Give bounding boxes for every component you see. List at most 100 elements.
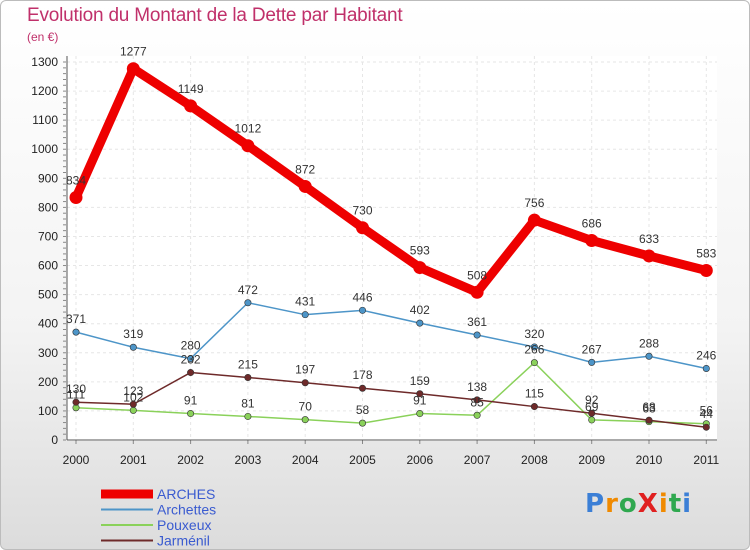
logo-letter: o xyxy=(618,489,638,519)
data-label: 138 xyxy=(467,380,487,394)
y-tick-label: 800 xyxy=(38,200,58,214)
y-tick-label: 200 xyxy=(38,375,58,389)
data-point-arches xyxy=(413,261,427,275)
data-label: 288 xyxy=(639,336,659,350)
data-point-arches xyxy=(298,179,312,193)
x-tick-label: 2001 xyxy=(120,453,147,467)
data-point-arches xyxy=(585,234,599,248)
data-point-pouxeux xyxy=(358,419,366,427)
data-label: 56 xyxy=(700,404,714,418)
data-label: 91 xyxy=(184,394,198,408)
y-tick-label: 900 xyxy=(38,171,58,185)
data-label: 361 xyxy=(467,315,487,329)
y-tick-label: 1100 xyxy=(32,113,58,127)
data-point-arches xyxy=(699,263,713,277)
legend-label: ARCHES xyxy=(157,486,215,502)
data-point-jarménil xyxy=(530,403,538,411)
data-label: 402 xyxy=(410,303,430,317)
data-point-archettes xyxy=(645,352,653,360)
data-point-arches xyxy=(184,99,198,113)
data-label: 872 xyxy=(295,162,315,176)
data-label: 633 xyxy=(639,232,659,246)
legend-label: Archettes xyxy=(157,502,216,518)
y-tick-label: 600 xyxy=(38,259,58,273)
data-label: 756 xyxy=(524,196,544,210)
logo-letter: P xyxy=(585,489,606,519)
data-point-archettes xyxy=(72,328,80,336)
data-point-arches xyxy=(241,139,255,153)
data-point-pouxeux xyxy=(530,359,538,367)
data-label: 92 xyxy=(585,393,599,407)
data-label: 834 xyxy=(66,173,86,187)
series-line-archettes xyxy=(75,302,708,370)
data-label: 159 xyxy=(410,374,430,388)
data-label: 280 xyxy=(181,339,201,353)
data-label: 320 xyxy=(524,327,544,341)
data-label: 102 xyxy=(123,390,143,404)
data-point-arches xyxy=(527,213,541,227)
x-tick-label: 2003 xyxy=(235,453,262,467)
data-point-arches xyxy=(69,190,83,204)
data-label: 371 xyxy=(66,312,86,326)
data-label: 68 xyxy=(642,400,656,414)
data-point-archettes xyxy=(129,343,137,351)
x-tick-label: 2011 xyxy=(693,453,719,467)
y-tick-label: 1300 xyxy=(31,55,58,69)
data-label: 178 xyxy=(352,368,372,382)
data-label: 472 xyxy=(238,283,258,297)
data-label: 232 xyxy=(181,353,201,367)
data-point-jarménil xyxy=(588,409,596,417)
data-label: 730 xyxy=(352,204,372,218)
logo-letter: X xyxy=(637,489,659,519)
data-point-archettes xyxy=(244,299,252,307)
data-point-jarménil xyxy=(187,369,195,377)
data-point-jarménil xyxy=(358,384,366,392)
data-point-jarménil xyxy=(702,423,710,431)
chart-unit-label: (en €) xyxy=(27,30,59,44)
data-point-jarménil xyxy=(244,373,252,381)
data-label: 593 xyxy=(410,244,430,258)
data-point-arches xyxy=(126,62,140,76)
data-label: 686 xyxy=(582,217,602,231)
data-label: 69 xyxy=(585,400,599,414)
series-line-arches xyxy=(71,64,711,297)
data-label: 111 xyxy=(67,388,86,402)
data-point-archettes xyxy=(702,364,710,372)
data-label: 1149 xyxy=(178,82,204,96)
data-point-pouxeux xyxy=(244,412,252,420)
x-tick-label: 2008 xyxy=(521,453,548,467)
data-label: 1277 xyxy=(120,45,147,59)
data-label: 115 xyxy=(525,387,544,401)
data-point-archettes xyxy=(588,358,596,366)
logo-letter: i xyxy=(682,489,693,519)
data-point-arches xyxy=(356,221,369,235)
data-point-pouxeux xyxy=(129,406,137,414)
data-point-arches xyxy=(642,249,656,263)
y-tick-label: 700 xyxy=(38,229,58,243)
data-label: 85 xyxy=(470,395,484,409)
data-point-archettes xyxy=(187,355,195,363)
data-label: 246 xyxy=(696,348,716,362)
data-point-pouxeux xyxy=(301,416,309,424)
series-line-pouxeux xyxy=(75,361,708,425)
x-tick-label: 2010 xyxy=(636,453,663,467)
data-label: 81 xyxy=(241,396,255,410)
data-label: 123 xyxy=(123,384,143,398)
y-tick-label: 300 xyxy=(38,346,58,360)
y-tick-label: 1000 xyxy=(31,142,58,156)
data-label: 58 xyxy=(356,403,370,417)
data-label: 431 xyxy=(295,295,315,309)
data-label: 319 xyxy=(123,327,143,341)
data-point-archettes xyxy=(473,331,481,339)
data-point-jarménil xyxy=(473,396,481,404)
data-label: 508 xyxy=(467,268,487,282)
data-label: 44 xyxy=(700,407,714,421)
data-point-pouxeux xyxy=(187,410,195,418)
series-line-jarménil xyxy=(75,371,708,428)
x-tick-label: 2005 xyxy=(349,453,376,467)
x-tick-label: 2002 xyxy=(177,453,204,467)
data-label: 583 xyxy=(696,246,716,260)
data-label: 1012 xyxy=(235,122,262,136)
